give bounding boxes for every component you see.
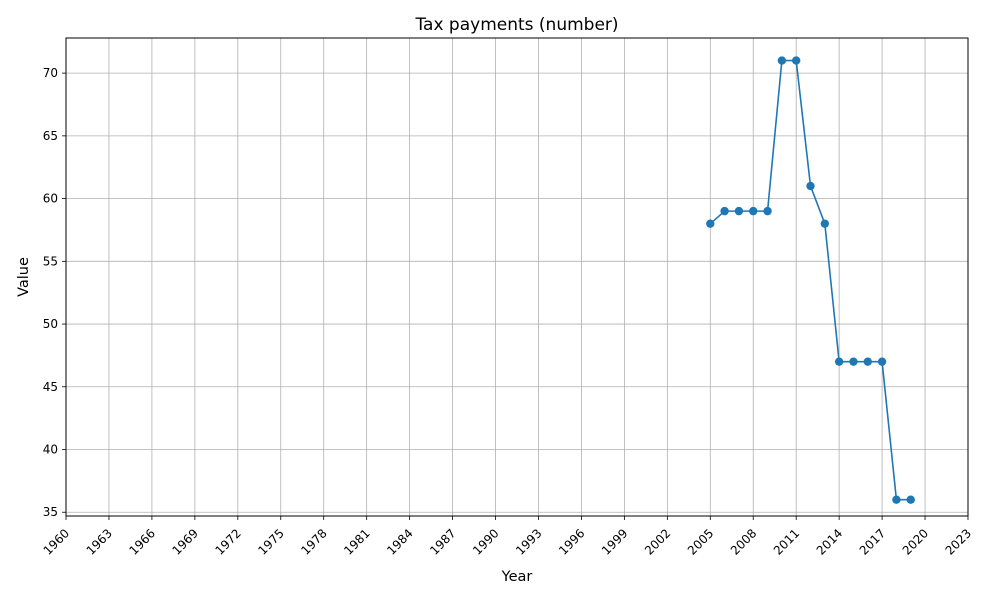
data-point — [734, 206, 744, 216]
y-tick-label: 55 — [43, 254, 58, 268]
x-tick-label: 2014 — [814, 526, 845, 557]
data-point — [877, 357, 887, 366]
y-tick-label: 40 — [43, 443, 58, 457]
y-tick-label: 65 — [43, 129, 58, 143]
x-tick-label: 1969 — [169, 526, 200, 557]
data-point — [820, 219, 830, 228]
data-point — [806, 181, 815, 191]
series-group — [706, 56, 915, 504]
y-tick-label: 60 — [43, 192, 58, 206]
y-tick-label: 70 — [43, 66, 58, 80]
x-tick-label: 1981 — [341, 526, 372, 557]
x-tick-label: 2020 — [900, 526, 931, 557]
x-tick-label: 1963 — [84, 526, 115, 557]
x-tick-label: 1996 — [556, 526, 587, 557]
data-point — [749, 206, 758, 216]
x-tick-label: 1999 — [599, 526, 630, 557]
x-tick-label: 1990 — [470, 526, 501, 557]
x-tick-label: 1960 — [41, 526, 72, 557]
data-point — [892, 495, 901, 504]
data-point — [763, 206, 772, 216]
y-axis-title: Value — [16, 257, 32, 297]
y-tick-label: 45 — [43, 380, 58, 394]
x-axis-title: Year — [501, 569, 533, 585]
data-point — [720, 206, 729, 216]
y-tick-label: 50 — [43, 317, 58, 331]
x-tick-label: 2005 — [685, 526, 716, 557]
data-point — [791, 56, 801, 65]
chart-title: Tax payments (number) — [414, 15, 618, 35]
x-tick-label: 2011 — [771, 526, 802, 557]
x-tick-label: 1972 — [212, 526, 243, 557]
x-tick-label: 1993 — [513, 526, 544, 557]
x-tick-label: 1987 — [427, 526, 458, 557]
data-point — [777, 56, 787, 65]
data-point — [834, 357, 844, 366]
x-tick-label: 2017 — [857, 526, 888, 557]
x-axis: 1960 1963 1966 1969 1972 1975 1978 1981 1984 1987… — [41, 516, 974, 558]
plot-frame — [65, 37, 969, 517]
data-point — [706, 219, 715, 228]
x-tick-label: 2008 — [728, 526, 759, 557]
x-tick-label: 1966 — [127, 526, 158, 557]
y-axis: 35 40 45 50 55 60 65 70 — [43, 66, 66, 519]
x-tick-label: 2002 — [642, 526, 673, 557]
data-point — [863, 357, 872, 366]
x-tick-label: 2023 — [943, 526, 974, 557]
x-tick-label: 1984 — [384, 526, 415, 557]
y-tick-label: 35 — [43, 505, 58, 519]
grid — [65, 38, 969, 516]
x-tick-label: 1978 — [298, 526, 329, 557]
data-point — [849, 357, 858, 366]
x-tick-label: 1975 — [255, 526, 286, 557]
series-line — [709, 59, 911, 501]
data-point — [906, 495, 915, 504]
